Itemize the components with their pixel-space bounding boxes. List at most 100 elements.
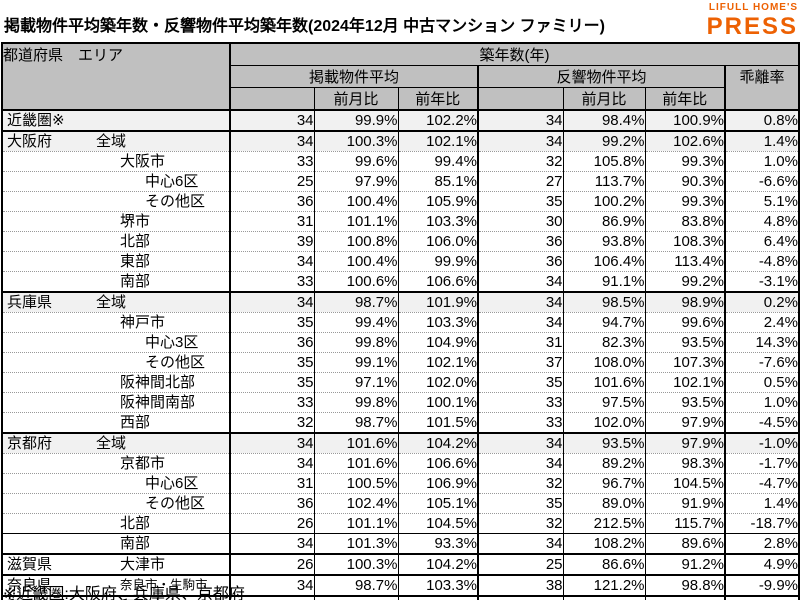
- response-mom-cell: 102.0%: [562, 412, 646, 433]
- deviation-cell: 14.3%: [724, 332, 800, 353]
- listed-yoy-cell: 93.3%: [397, 533, 479, 554]
- listed-mom-cell: 98.7%: [313, 291, 399, 313]
- region-cell: 南部: [1, 533, 231, 554]
- listed-age-cell: 34: [229, 533, 315, 554]
- table-row: 神戸市 35 99.4% 103.3% 34 94.7% 99.6% 2.4%: [1, 312, 800, 333]
- listed-mom-cell: 98.7%: [313, 412, 399, 433]
- area-label: その他区: [145, 193, 206, 210]
- response-mom-cell: 96.7%: [562, 473, 646, 494]
- response-age-cell: 35: [477, 372, 564, 393]
- response-age-cell: 33: [477, 392, 564, 413]
- listed-age-cell: 26: [229, 513, 315, 534]
- listed-yoy-cell: 106.9%: [397, 473, 479, 494]
- response-mom-cell: 93.5%: [562, 432, 646, 454]
- listed-yoy-cell: 105.9%: [397, 191, 479, 212]
- response-age-cell: 32: [477, 473, 564, 494]
- listed-age-cell: 34: [229, 130, 315, 152]
- response-yoy-cell: 91.2%: [644, 553, 726, 575]
- listed-mom-cell: 97.1%: [313, 372, 399, 393]
- table-row: 北部 26 101.1% 104.5% 32 212.5% 115.7% -18…: [1, 513, 800, 534]
- listed-yoy-cell: 101.5%: [397, 412, 479, 433]
- table-row: その他区 35 99.1% 102.1% 37 108.0% 107.3% -7…: [1, 352, 800, 373]
- deviation-cell: 0.8%: [724, 109, 800, 131]
- response-yoy-cell: 102.6%: [644, 130, 726, 152]
- area-label: 神戸市: [120, 314, 166, 331]
- listed-age-cell: 35: [229, 352, 315, 373]
- area-label: 南部: [120, 535, 151, 552]
- response-mom-cell: 94.7%: [562, 312, 646, 333]
- header-listed-average: 掲載物件平均: [229, 65, 479, 88]
- listed-age-cell: 36: [229, 332, 315, 353]
- response-age-cell: 34: [477, 533, 564, 554]
- deviation-cell: 0.5%: [724, 372, 800, 393]
- response-yoy-cell: 100.9%: [644, 109, 726, 131]
- table-row: 中心6区 25 97.9% 85.1% 27 113.7% 90.3% -6.6…: [1, 171, 800, 192]
- listed-mom-cell: 101.3%: [313, 533, 399, 554]
- listed-yoy-cell: 99.4%: [397, 151, 479, 172]
- response-age-cell: 34: [477, 109, 564, 131]
- area-label: 和歌山市: [120, 598, 180, 600]
- response-age-cell: 25: [477, 553, 564, 575]
- area-label: 阪神間南部: [120, 394, 196, 411]
- deviation-cell: -9.9%: [724, 574, 800, 596]
- listed-age-cell: 34: [229, 574, 315, 596]
- response-yoy-cell: 99.3%: [644, 151, 726, 172]
- listed-mom-cell: 97.9%: [313, 171, 399, 192]
- response-yoy-cell: 90.3%: [644, 171, 726, 192]
- listed-age-cell: 35: [229, 372, 315, 393]
- region-cell: 堺市: [1, 211, 231, 232]
- region-cell: その他区: [1, 191, 231, 212]
- listed-age-cell: 34: [229, 109, 315, 131]
- area-label: 西部: [120, 414, 151, 431]
- area-label: 奈良市・生駒市: [120, 578, 208, 592]
- deviation-cell: -6.6%: [724, 171, 800, 192]
- deviation-cell: 2.8%: [724, 533, 800, 554]
- response-age-cell: 34: [477, 271, 564, 292]
- region-cell: 中心3区: [1, 332, 231, 353]
- table-row: 阪神間北部 35 97.1% 102.0% 35 101.6% 102.1% 0…: [1, 372, 800, 393]
- region-cell: 京都市: [1, 453, 231, 474]
- listed-age-cell: 34: [229, 251, 315, 272]
- region-cell: 滋賀県 大津市: [1, 553, 231, 575]
- listed-yoy-cell: 102.2%: [397, 109, 479, 131]
- header-listed-value-blank: [229, 87, 315, 111]
- listed-mom-cell: 99.8%: [313, 332, 399, 353]
- response-age-cell: 35: [477, 493, 564, 514]
- area-label: 堺市: [120, 213, 151, 230]
- listed-mom-cell: 100.6%: [313, 271, 399, 292]
- response-yoy-cell: 93.5%: [644, 392, 726, 413]
- region-cell: 兵庫県 全域: [1, 291, 231, 313]
- table-row: 西部 32 98.7% 101.5% 33 102.0% 97.9% -4.5%: [1, 412, 800, 433]
- listed-age-cell: 33: [229, 151, 315, 172]
- region-cell: 阪神間南部: [1, 392, 231, 413]
- header-response-average: 反響物件平均: [477, 65, 726, 88]
- prefecture-label: 和歌山県: [7, 598, 67, 600]
- listed-yoy-cell: 104.2%: [397, 553, 479, 575]
- region-cell: 北部: [1, 231, 231, 252]
- area-label: 全域: [96, 294, 127, 311]
- listed-age-cell: 39: [229, 231, 315, 252]
- deviation-cell: -1.7%: [724, 453, 800, 474]
- response-yoy-cell: 115.7%: [644, 513, 726, 534]
- listed-mom-cell: 101.6%: [313, 453, 399, 474]
- table-row: その他区 36 102.4% 105.1% 35 89.0% 91.9% 1.4…: [1, 493, 800, 514]
- listed-mom-cell: 98.7%: [313, 574, 399, 596]
- response-age-cell: 30: [477, 211, 564, 232]
- table-row: 北部 39 100.8% 106.0% 36 93.8% 108.3% 6.4%: [1, 231, 800, 252]
- logo-press-text: PRESS: [706, 13, 798, 40]
- response-age-cell: 34: [477, 432, 564, 454]
- response-yoy-cell: 91.9%: [644, 493, 726, 514]
- listed-yoy-cell: 103.3%: [397, 211, 479, 232]
- deviation-cell: -1.0%: [724, 432, 800, 454]
- area-label: 京都市: [120, 455, 166, 472]
- response-mom-cell: 105.8%: [562, 151, 646, 172]
- region-cell: 大阪府 全域: [1, 130, 231, 152]
- prefecture-label: 大阪府: [7, 133, 53, 150]
- lifull-homes-press-logo: LIFULL HOME'S PRESS: [707, 3, 798, 39]
- listed-mom-cell: 100.8%: [313, 231, 399, 252]
- deviation-cell: 1.0%: [724, 392, 800, 413]
- deviation-cell: 1.4%: [724, 130, 800, 152]
- area-label: 南部: [120, 273, 151, 290]
- response-mom-cell: 91.1%: [562, 271, 646, 292]
